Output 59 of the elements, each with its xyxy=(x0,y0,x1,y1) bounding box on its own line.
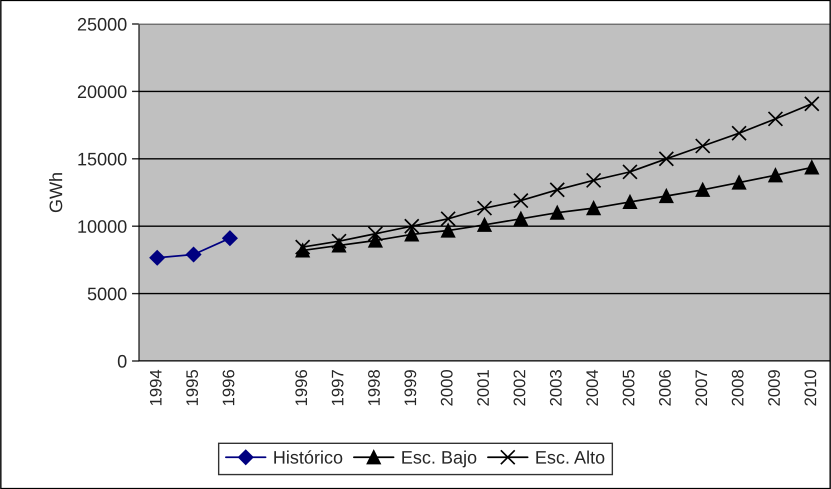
point xyxy=(514,212,528,226)
point xyxy=(804,96,820,112)
point xyxy=(149,250,165,266)
x-tick-label: 2003 xyxy=(550,370,562,406)
x-tick-label: 2002 xyxy=(514,370,526,406)
y-tick-label: 25000 xyxy=(78,18,126,31)
point xyxy=(694,138,710,154)
point xyxy=(586,172,602,188)
x-tick-label: 2004 xyxy=(586,370,598,406)
y-tick-label: 20000 xyxy=(78,85,126,98)
point xyxy=(696,182,710,197)
x-tick-label: 2001 xyxy=(477,370,489,406)
x-tick-label: 1997 xyxy=(332,370,344,406)
point xyxy=(186,246,202,262)
point xyxy=(768,111,784,127)
point xyxy=(804,160,819,175)
point xyxy=(586,201,601,216)
x-tick-label: 2007 xyxy=(695,370,708,406)
y-axis-title: GWh xyxy=(49,173,62,212)
x-tick-label: 2000 xyxy=(440,370,453,406)
x-tick-label: 2005 xyxy=(622,370,634,406)
point xyxy=(404,227,419,242)
point xyxy=(768,168,783,182)
y-tick-label: 10000 xyxy=(78,220,126,233)
point xyxy=(658,151,674,167)
point xyxy=(368,226,384,242)
point xyxy=(331,233,347,249)
point xyxy=(622,164,638,180)
point xyxy=(476,200,492,216)
x-tick-label: 1994 xyxy=(150,370,162,406)
y-tick-label: 5000 xyxy=(88,288,126,300)
point xyxy=(440,211,456,227)
x-tick-label: 2009 xyxy=(768,370,780,406)
point xyxy=(550,206,564,220)
x-tick-label: 2008 xyxy=(732,370,744,406)
point xyxy=(404,218,420,234)
x-tick-label: 1996 xyxy=(295,370,308,406)
point xyxy=(294,239,310,255)
x-tick-label: 1998 xyxy=(368,370,380,406)
point xyxy=(549,182,566,198)
x-tick-label: 2006 xyxy=(659,370,671,406)
point xyxy=(368,233,382,248)
point xyxy=(513,192,529,208)
point xyxy=(731,125,747,141)
legend-label: Histórico xyxy=(274,450,342,464)
y-tick-label: 15000 xyxy=(78,152,126,166)
point xyxy=(622,194,638,210)
legend-label: Esc. Alto xyxy=(536,450,604,464)
point xyxy=(659,188,674,204)
legend-label: Esc. Bajo xyxy=(402,450,476,468)
point xyxy=(441,223,456,238)
point xyxy=(477,218,492,232)
x-tick-label: 1996 xyxy=(222,370,234,406)
x-tick-label: 1995 xyxy=(186,370,198,406)
x-tick-label: 2010 xyxy=(804,370,816,406)
x-tick-label: 1999 xyxy=(404,370,416,406)
point xyxy=(222,230,238,246)
point xyxy=(732,175,746,190)
y-tick-label: 0 xyxy=(118,354,126,368)
